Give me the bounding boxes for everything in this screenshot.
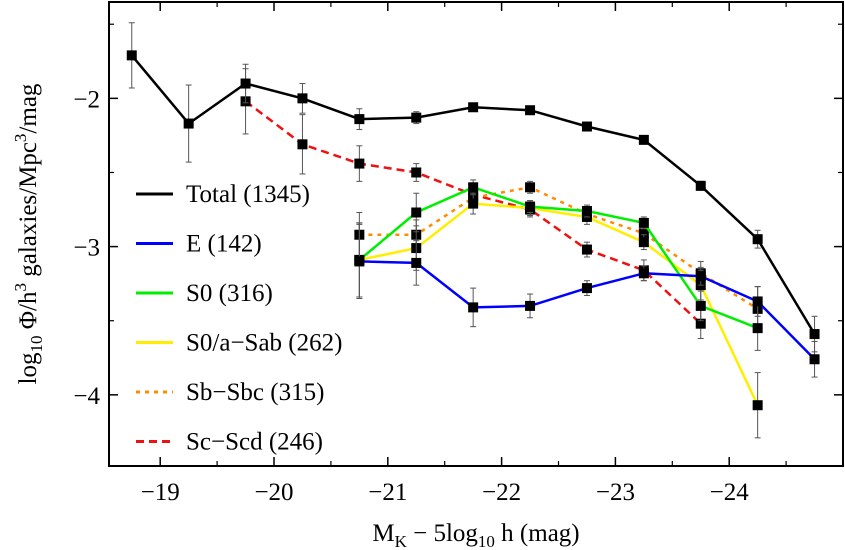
data-point: [468, 182, 479, 193]
x-tick-label: −23: [596, 479, 635, 506]
data-point: [809, 354, 820, 365]
data-point: [468, 198, 479, 209]
data-point: [183, 118, 194, 129]
x-tick-label: −19: [141, 479, 180, 506]
data-point: [240, 78, 251, 89]
data-point: [581, 244, 592, 255]
legend-label: S0 (316): [186, 280, 273, 307]
y-ticks: −2 −3 −4: [73, 23, 843, 410]
data-point: [695, 300, 706, 311]
data-point: [695, 271, 706, 282]
data-point: [638, 268, 649, 279]
x-axis-label: MK − 5log10 h (mag): [372, 520, 579, 550]
data-point: [468, 302, 479, 313]
data-point: [581, 121, 592, 132]
data-point: [411, 112, 422, 123]
y-tick-label: −2: [73, 86, 100, 113]
series-0: [126, 22, 820, 353]
data-point: [525, 300, 536, 311]
data-point: [752, 234, 763, 245]
data-point: [525, 182, 536, 193]
series-layer: [126, 22, 820, 439]
data-point: [638, 217, 649, 228]
x-tick-label: −24: [710, 479, 750, 506]
data-point: [638, 134, 649, 145]
legend-label: Sc−Scd (246): [186, 429, 323, 456]
legend: Total (1345) E (142) S0 (316) S0/a−Sab (262…: [136, 181, 342, 456]
data-point: [525, 105, 536, 116]
data-point: [695, 180, 706, 191]
data-point: [297, 93, 308, 104]
x-ticks: −19 −20 −21 −22 −23 −24: [141, 2, 787, 506]
series-line: [359, 202, 759, 406]
data-point: [126, 50, 137, 61]
data-point: [411, 257, 422, 268]
x-tick-label: −21: [368, 479, 407, 506]
y-tick-label: −4: [73, 383, 100, 410]
data-point: [809, 329, 820, 340]
x-tick-label: −22: [482, 479, 521, 506]
legend-label: Total (1345): [186, 181, 310, 208]
data-point: [297, 139, 308, 150]
data-point: [638, 237, 649, 248]
data-point: [581, 206, 592, 217]
y-axis-label: log10 Φ/h3 galaxies/Mpc3/mag: [11, 83, 46, 384]
data-point: [695, 318, 706, 329]
data-point: [411, 167, 422, 178]
data-point: [354, 114, 365, 125]
x-tick-label: −20: [254, 479, 293, 506]
series-1: [354, 223, 820, 378]
series-line: [359, 260, 816, 361]
y-tick-label: −3: [73, 235, 100, 262]
data-point: [354, 158, 365, 169]
legend-label: E (142): [186, 231, 262, 258]
data-point: [752, 296, 763, 307]
data-point: [525, 201, 536, 212]
series-line: [359, 185, 759, 310]
data-point: [354, 256, 365, 267]
series-line: [358, 185, 759, 330]
data-point: [638, 228, 649, 239]
legend-label: Sb−Sbc (315): [186, 379, 324, 406]
data-point: [752, 400, 763, 411]
data-point: [411, 207, 422, 218]
data-point: [752, 323, 763, 334]
plot-frame: [108, 1, 844, 467]
data-point: [468, 102, 479, 113]
data-point: [581, 283, 592, 294]
legend-label: S0/a−Sab (262): [186, 330, 342, 357]
